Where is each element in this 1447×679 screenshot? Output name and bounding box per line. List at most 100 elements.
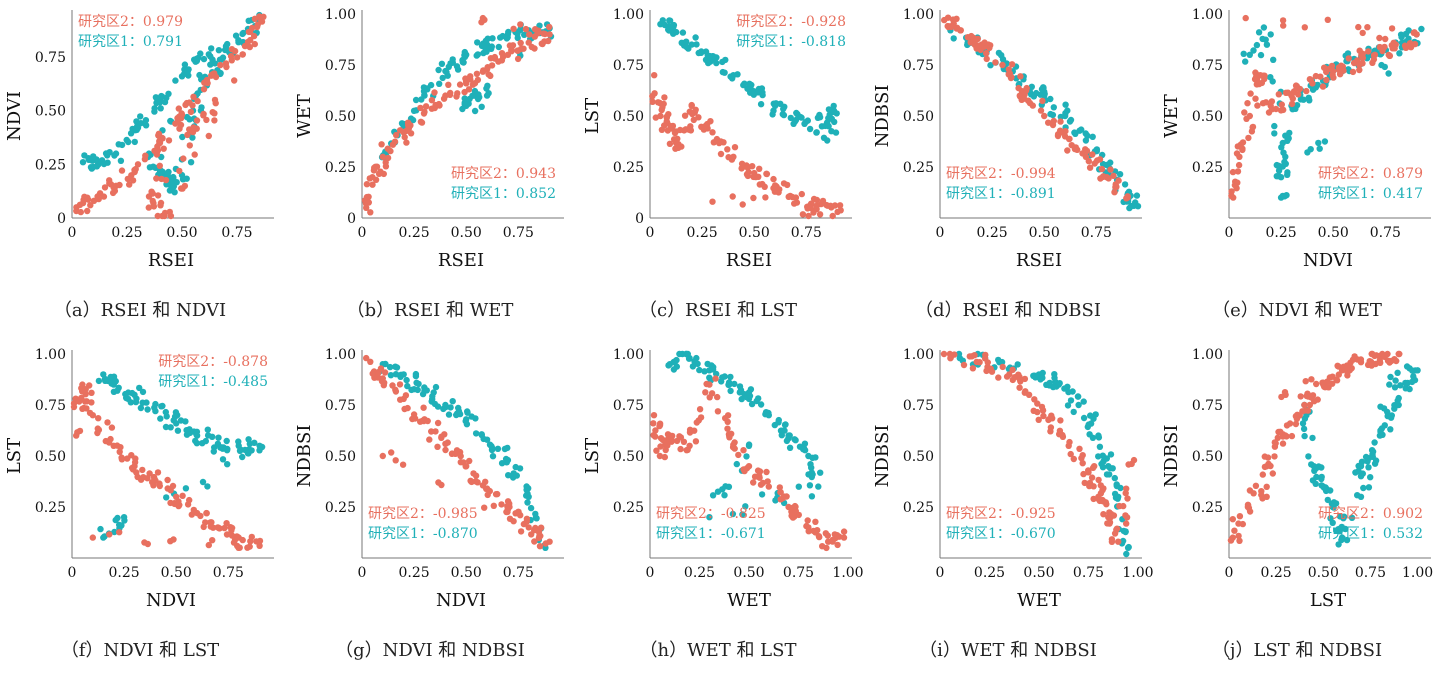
series-region2 [941,14,1131,202]
data-point [1393,357,1400,365]
correlation-label: 研究区2：-0.878 [158,354,268,370]
data-point [1124,495,1131,502]
data-point [1330,67,1337,75]
data-point [112,377,119,385]
data-point [683,38,690,45]
data-point [1315,139,1322,147]
x-tick-label: 0.50 [1318,225,1349,241]
data-point [82,386,89,393]
data-point [108,424,116,431]
data-point [702,122,709,130]
data-point [693,41,700,48]
data-point [745,463,753,470]
data-point [1123,550,1130,558]
data-point [527,504,535,512]
data-point [1280,22,1287,29]
data-point [180,155,187,162]
data-point [1023,87,1030,94]
y-tick-label: 1.00 [613,347,644,363]
data-point [154,469,162,476]
data-point [470,470,477,477]
data-point [795,483,802,490]
data-point [1379,431,1386,438]
data-point [692,34,699,41]
data-point [76,201,84,208]
data-point [677,434,685,441]
data-point [745,389,753,396]
data-point [410,411,418,418]
data-point [706,514,713,521]
data-point [520,45,527,52]
data-point [251,40,258,48]
data-point [758,491,766,498]
data-point [1227,537,1235,544]
data-point [1067,450,1074,458]
data-point [546,23,553,31]
series-region2 [649,72,844,220]
data-point [742,503,749,510]
data-point [76,427,84,435]
data-point [142,122,150,129]
data-point [840,528,848,535]
data-point [517,25,524,33]
data-point [105,439,113,446]
data-point [1324,16,1331,23]
data-point [1268,98,1276,105]
data-point [1014,361,1021,368]
x-tick-label: 0.75 [503,225,534,241]
data-point [695,49,702,57]
data-point [1405,27,1412,34]
data-point [163,494,170,501]
y-tick-label: 1.00 [1192,347,1223,363]
data-point [134,124,142,131]
data-point [976,359,983,366]
data-point [190,93,197,101]
x-axis-label: NDVI [146,590,196,611]
data-point [738,160,746,167]
data-point [522,25,530,33]
data-point [403,376,410,384]
data-point [410,107,418,115]
data-point [367,209,374,216]
data-point [139,466,146,474]
data-point [974,35,981,42]
x-tick-label: 0.75 [1073,565,1104,581]
data-point [102,150,110,157]
panel-caption: （b）RSEI 和 WET [346,300,514,321]
x-tick-label: 0.75 [1370,225,1401,241]
data-point [940,350,948,358]
data-point [487,55,495,62]
data-point [1125,461,1132,468]
data-point [686,426,694,433]
data-point [740,81,747,89]
data-point [668,438,675,445]
data-point [805,212,812,220]
data-point [95,377,103,385]
data-point [1120,502,1127,510]
data-point [489,35,496,42]
data-point [1065,388,1072,396]
data-point [1089,434,1097,441]
data-point [1359,470,1366,477]
y-tick-label: 0.25 [325,500,356,516]
data-point [988,368,996,375]
data-point [719,58,726,66]
data-point [1396,50,1403,57]
y-tick-label: 0.50 [903,109,934,125]
data-point [157,199,165,207]
data-point [424,417,431,425]
data-point [750,194,757,202]
data-point [165,168,172,176]
data-point [1320,379,1327,386]
data-point [423,387,430,394]
data-point [379,153,386,160]
data-point [490,502,497,509]
data-point [745,442,753,449]
data-point [1259,35,1266,43]
data-point [382,159,389,166]
data-point [695,114,702,121]
data-point [129,389,136,397]
x-axis-label: WET [1017,590,1061,611]
data-point [834,541,841,549]
data-point [1088,474,1096,481]
